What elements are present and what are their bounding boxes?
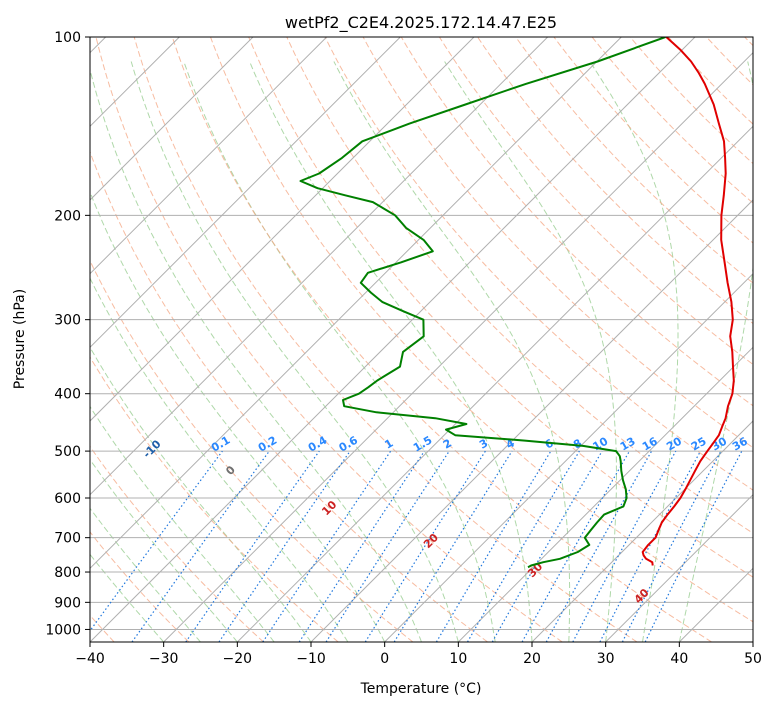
dry-adiabat xyxy=(515,37,753,284)
moist-adiabat xyxy=(90,67,422,642)
dry-adiabat xyxy=(591,37,753,204)
dry-adiabat xyxy=(324,37,753,491)
x-tick-label: 30 xyxy=(597,651,615,667)
mixing-ratio-lines xyxy=(90,450,743,642)
y-tick-label: 200 xyxy=(54,208,81,224)
moist-adiabat xyxy=(130,61,459,642)
dry-adiabat xyxy=(95,37,563,642)
dry-adiabat xyxy=(438,37,753,365)
y-tick-label: 100 xyxy=(54,30,81,46)
dry-adiabat xyxy=(90,259,414,642)
moist-adiabat xyxy=(90,553,165,642)
x-tick-label: −10 xyxy=(296,651,326,667)
dewpoint-profile xyxy=(299,37,666,569)
y-axis-label: Pressure (hPa) xyxy=(12,289,28,389)
moist-adiabat xyxy=(90,277,349,642)
isotherm-line xyxy=(90,37,401,349)
dry-adiabats xyxy=(90,37,753,642)
mixing-ratio-line xyxy=(185,450,320,642)
mixing-ratio-line xyxy=(466,450,580,642)
chart-title: wetPf2_C2E4.2025.172.14.47.E25 xyxy=(285,13,557,33)
dry-adiabat xyxy=(286,37,753,534)
isotherm-line xyxy=(531,420,753,642)
x-tick-label: 10 xyxy=(449,651,467,667)
mixing-ratio-line xyxy=(491,450,603,642)
plot-area: 0.1 0.2 0.4 0.6 1 1.5 2 3 4 6 8 10 13 16 20 25 30 36 -100… xyxy=(90,37,753,642)
dry-adiabat xyxy=(553,37,753,244)
isotherm-line xyxy=(90,37,622,570)
mixing-ratio-line xyxy=(545,450,653,642)
x-tick-label: 20 xyxy=(523,651,541,667)
isotherm-line xyxy=(90,37,254,201)
y-tick-label: 500 xyxy=(54,444,81,460)
x-tick-label: −20 xyxy=(223,651,253,667)
mixing-ratio-line xyxy=(572,450,677,642)
y-tick-label: 700 xyxy=(54,531,81,547)
dry-adiabat xyxy=(477,37,753,325)
isotherm-line xyxy=(236,125,753,642)
mixing-ratio-line xyxy=(393,450,513,642)
temperature-profile xyxy=(641,37,735,566)
x-tick-label: 40 xyxy=(670,651,688,667)
mixing-ratio-line xyxy=(90,450,223,632)
y-tick-label: 300 xyxy=(54,313,81,329)
dry-adiabat xyxy=(400,37,753,407)
moist-adiabat xyxy=(90,458,238,642)
moist-adiabat xyxy=(249,61,533,642)
x-tick-label: −30 xyxy=(149,651,179,667)
moist-adiabat xyxy=(589,61,679,642)
y-tick-label: 400 xyxy=(54,387,81,403)
x-axis-ticks: −40 −30 −20 −10 0 10 20 30 40 50 xyxy=(75,642,762,667)
x-tick-label: 0 xyxy=(380,651,389,667)
isotherm-line xyxy=(310,199,753,642)
mixing-ratio-line xyxy=(325,450,450,642)
isotherm-line xyxy=(90,37,328,275)
x-tick-label: 50 xyxy=(744,651,762,667)
y-tick-label: 900 xyxy=(54,595,81,611)
moist-adiabat xyxy=(678,61,753,642)
dry-adiabat xyxy=(133,37,638,642)
y-tick-label: 600 xyxy=(54,491,81,507)
mixing-ratio-line xyxy=(131,450,270,642)
mixing-ratio-line xyxy=(364,450,486,642)
isotherm-line xyxy=(384,272,753,642)
mixing-ratio-line xyxy=(521,450,631,642)
dry-adiabat xyxy=(90,356,339,642)
moist-adiabat xyxy=(183,61,496,642)
isotherm-line xyxy=(457,346,753,642)
moist-adiabat xyxy=(444,61,617,642)
axes-frame xyxy=(89,36,754,643)
mixing-ratio-line xyxy=(435,450,552,642)
isotherm-line xyxy=(90,37,549,496)
profile-series xyxy=(299,37,735,569)
x-axis-label: Temperature (°C) xyxy=(360,681,482,697)
dry-adiabat xyxy=(90,150,488,642)
moist-adiabat xyxy=(90,507,201,642)
dry-adiabat xyxy=(629,37,753,165)
dry-adiabat xyxy=(210,37,753,623)
y-tick-label: 800 xyxy=(54,565,81,581)
dry-adiabat xyxy=(90,531,190,642)
isotherm-line xyxy=(163,51,753,642)
mixing-ratio-line xyxy=(218,450,351,642)
dry-adiabat xyxy=(248,37,753,578)
isotherm-line xyxy=(605,493,753,642)
isotherm-line xyxy=(90,37,696,642)
x-tick-label: −40 xyxy=(75,651,105,667)
y-tick-label: 1000 xyxy=(45,622,81,638)
y-axis-ticks: 100 200 300 400 500 600 700 800 900 1000 xyxy=(45,30,90,638)
